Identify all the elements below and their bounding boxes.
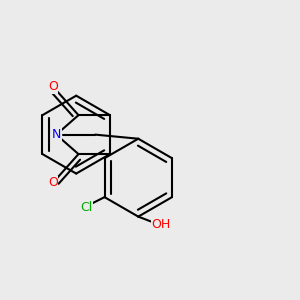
Text: O: O xyxy=(48,80,58,93)
Text: N: N xyxy=(52,128,61,141)
Text: OH: OH xyxy=(151,218,170,231)
Text: Cl: Cl xyxy=(80,201,92,214)
Text: O: O xyxy=(48,176,58,189)
